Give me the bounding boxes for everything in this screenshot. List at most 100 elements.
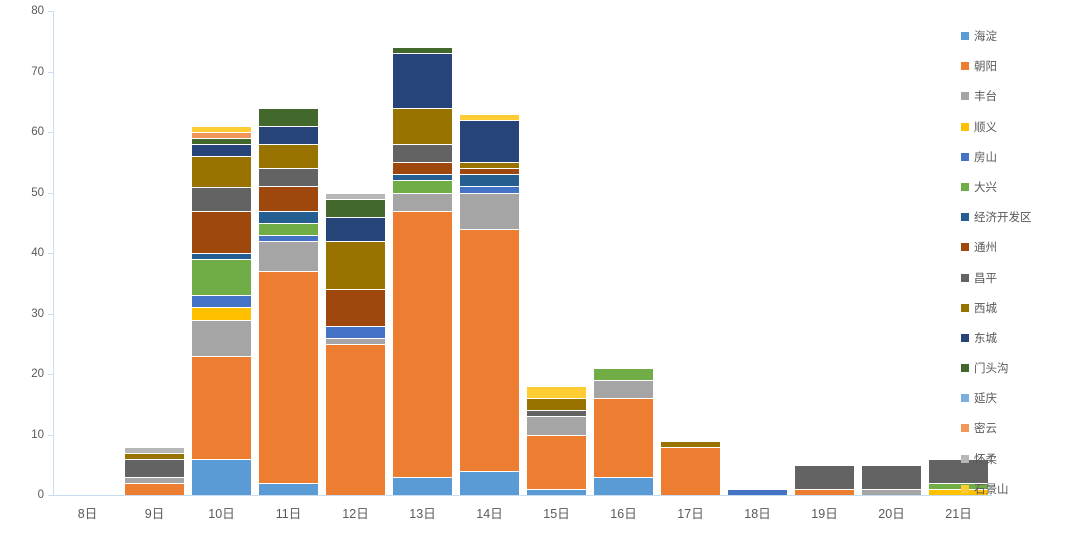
bar-segment-昌平	[190, 186, 253, 211]
bar-slot-15日	[523, 11, 590, 495]
bar-segment-东城	[458, 119, 521, 163]
bar-segment-朝阳	[659, 446, 722, 495]
y-axis-line	[53, 11, 54, 495]
bar-segment-西城	[324, 240, 387, 290]
legend-swatch-icon	[961, 32, 969, 40]
legend-label: 丰台	[974, 91, 997, 104]
x-axis-label: 10日	[208, 507, 235, 521]
legend-item-海淀: 海淀	[961, 30, 1032, 43]
bar-stack	[257, 107, 320, 495]
legend-item-大兴: 大兴	[961, 181, 1032, 194]
bar-segment-朝阳	[391, 210, 454, 477]
bar-segment-海淀	[458, 470, 521, 495]
legend-swatch-icon	[961, 273, 969, 282]
bar-stack	[190, 126, 253, 495]
x-axis-label: 17日	[677, 507, 704, 521]
bar-slot-21日	[925, 11, 992, 495]
bar-segment-大兴	[592, 367, 655, 381]
bar-segment-朝阳	[458, 228, 521, 471]
legend-swatch-icon	[961, 424, 969, 433]
bar-segment-大兴	[190, 259, 253, 296]
bar-segment-西城	[123, 452, 186, 459]
bar-segment-东城	[190, 144, 253, 157]
legend-swatch-icon	[961, 182, 969, 191]
legend-label: 房山	[974, 151, 997, 164]
y-axis-tick	[48, 132, 53, 133]
legend-swatch-icon	[961, 484, 969, 493]
bar-segment-经济开发区	[257, 210, 320, 223]
bar-segment-通州	[458, 168, 521, 175]
bar-segment-西城	[257, 144, 320, 169]
x-axis-label: 20日	[878, 507, 905, 521]
legend-label: 昌平	[974, 272, 997, 285]
legend-item-顺义: 顺义	[961, 121, 1032, 134]
bar-segment-西城	[458, 162, 521, 169]
legend-item-通州: 通州	[961, 241, 1032, 255]
bar-segment-门头沟	[190, 138, 253, 145]
legend-item-丰台: 丰台	[961, 90, 1032, 104]
bar-segment-丰台	[525, 416, 588, 435]
bar-slot-8日	[54, 11, 121, 495]
legend-label: 通州	[974, 242, 997, 255]
bar-slot-18日	[724, 11, 791, 495]
bar-segment-丰台	[190, 319, 253, 356]
bar-segment-门头沟	[257, 107, 320, 127]
bar-stack	[324, 192, 387, 495]
bar-segment-房山	[726, 488, 789, 495]
bar-segment-海淀	[525, 488, 588, 495]
x-axis-labels: 8日 9日 10日 11日 12日 13日 14日 15日 16日 17日 18日 19日 20日 21日	[54, 503, 992, 522]
bar-segment-西城	[525, 398, 588, 411]
legend-label: 延庆	[974, 393, 997, 406]
bar-slot-14日	[456, 11, 523, 495]
legend-label: 朝阳	[974, 61, 997, 74]
bar-segment-丰台	[592, 380, 655, 399]
y-axis-tick	[48, 11, 53, 12]
legend-item-昌平: 昌平	[961, 272, 1032, 285]
bar-slot-9日	[121, 11, 188, 495]
y-axis-tick	[48, 374, 53, 375]
y-axis-tick-label: 10	[31, 428, 44, 441]
y-axis-tick	[48, 313, 53, 315]
x-axis-label: 19日	[811, 507, 838, 521]
bar-stack	[726, 488, 789, 495]
y-axis-tick	[48, 192, 53, 194]
bar-stack	[793, 464, 856, 495]
legend-item-朝阳: 朝阳	[961, 60, 1032, 74]
x-axis-label: 9日	[144, 507, 165, 521]
y-axis-tick-label: 30	[31, 307, 44, 320]
bar-slot-12日	[322, 11, 389, 495]
legend-item-怀柔: 怀柔	[961, 453, 1032, 466]
legend-swatch-icon	[961, 62, 969, 71]
bar-stack	[391, 47, 454, 495]
bar-segment-房山	[324, 325, 387, 338]
bar-segment-经济开发区	[391, 174, 454, 181]
bar-stack	[525, 386, 588, 495]
y-axis-tick	[48, 495, 53, 496]
x-axis-line	[53, 495, 992, 496]
bar-segment-丰台	[458, 192, 521, 229]
bar-segment-门头沟	[324, 198, 387, 217]
legend-swatch-icon	[961, 394, 969, 403]
legend-label: 石景山	[974, 483, 1009, 496]
bar-segment-朝阳	[592, 398, 655, 477]
legend: 海淀 朝阳 丰台 顺义 房山 大兴 经济开发区 通州 昌平 西城 东城 门头沟 延庆 密云 怀柔 石景山	[961, 30, 1032, 513]
y-axis-tick-label: 50	[31, 186, 44, 199]
bar-segment-朝阳	[324, 343, 387, 495]
y-axis-tick	[48, 434, 53, 436]
legend-label: 大兴	[974, 181, 997, 194]
x-axis-label: 21日	[945, 507, 972, 521]
bar-segment-通州	[257, 186, 320, 211]
bar-stack	[123, 446, 186, 495]
bar-segment-昌平	[793, 464, 856, 489]
y-axis-tick-label: 70	[31, 65, 44, 78]
bar-segment-东城	[324, 216, 387, 241]
x-axis-label: 12日	[342, 507, 369, 521]
bar-segment-西城	[391, 107, 454, 145]
x-axis-label: 11日	[275, 507, 302, 521]
bar-segment-大兴	[391, 180, 454, 193]
legend-item-东城: 东城	[961, 332, 1032, 345]
bar-segment-西城	[190, 156, 253, 187]
legend-swatch-icon	[961, 333, 969, 342]
bar-segment-昌平	[257, 168, 320, 187]
bar-segment-朝阳	[190, 355, 253, 459]
